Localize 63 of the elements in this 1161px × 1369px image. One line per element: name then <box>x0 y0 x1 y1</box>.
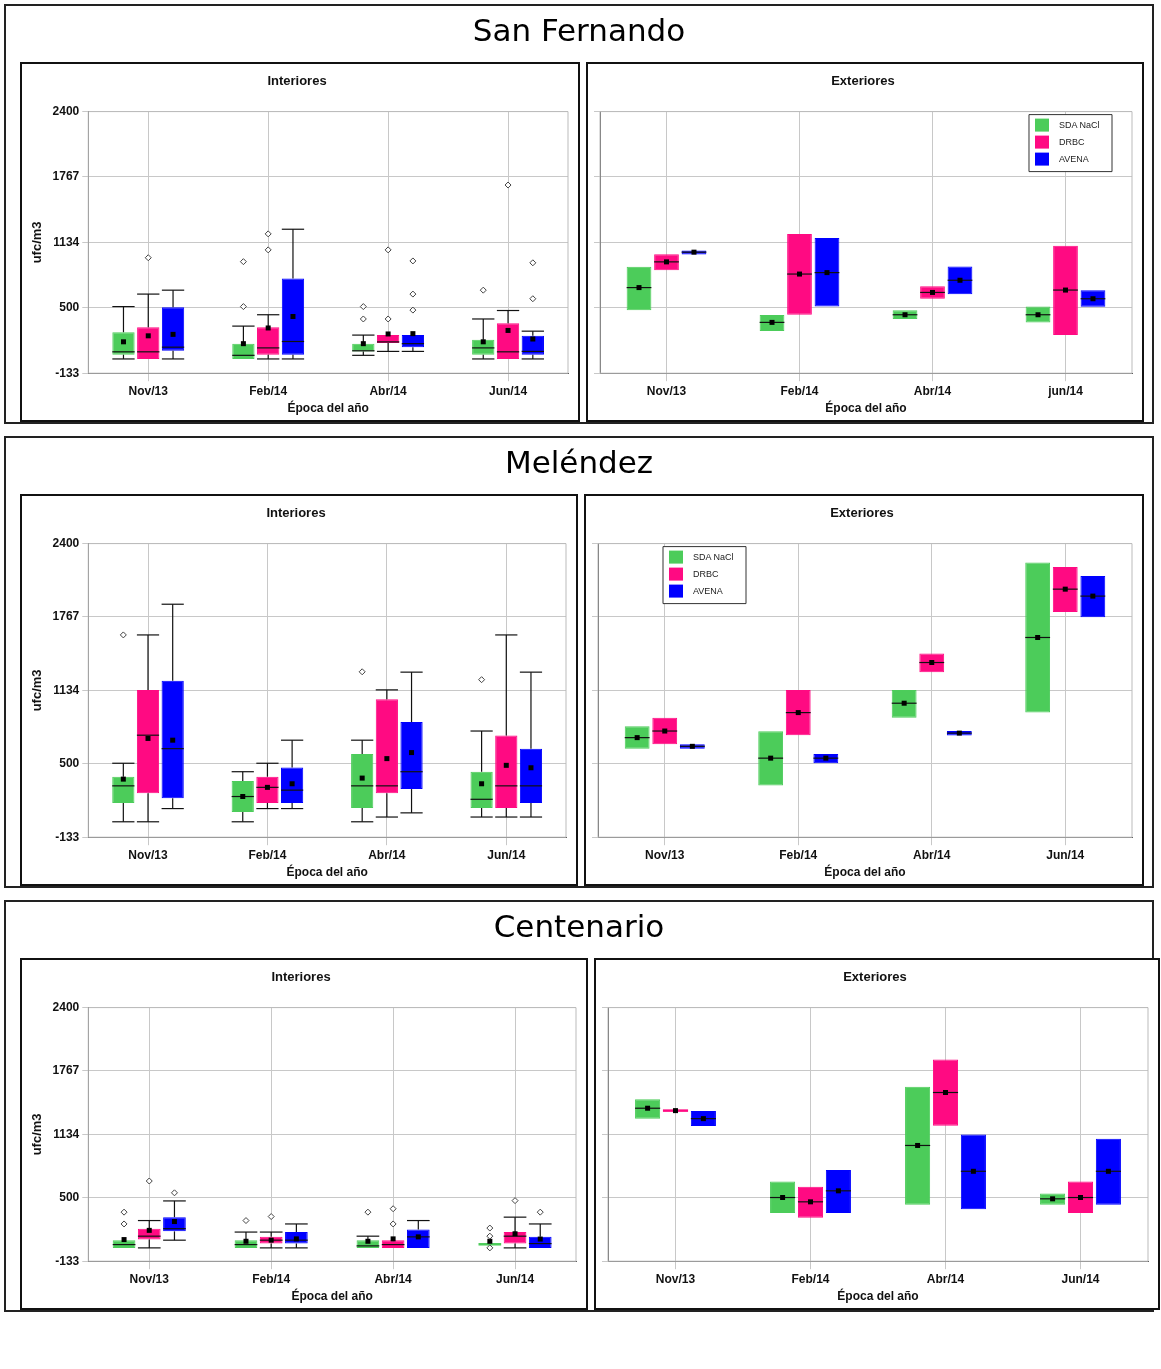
x-tick-label: Jun/14 <box>1046 847 1085 862</box>
legend-label: AVENA <box>1058 154 1089 165</box>
chart-title: Exteriores <box>843 969 907 985</box>
x-tick-label: Feb/14 <box>249 383 288 398</box>
y-tick-label: 1767 <box>52 169 80 184</box>
x-tick-label: Abr/14 <box>913 847 951 862</box>
y-tick-label: -133 <box>55 1253 80 1268</box>
y-axis-title: ufc/m3 <box>29 1113 45 1156</box>
legend-label: SDA NaCl <box>693 552 734 563</box>
x-tick-label: Feb/14 <box>252 1271 291 1286</box>
y-tick-label: 2400 <box>52 103 80 118</box>
x-tick-label: Nov/13 <box>646 383 687 398</box>
y-tick-label: 1134 <box>53 234 80 249</box>
y-tick-label: 1134 <box>53 682 80 697</box>
x-tick-label: Feb/14 <box>779 847 818 862</box>
y-tick-label: 1767 <box>52 1063 80 1078</box>
chart-title: Exteriores <box>831 73 895 89</box>
chart-title: Interiores <box>266 505 326 521</box>
y-tick-label: 2400 <box>52 535 80 550</box>
x-tick-label: Feb/14 <box>248 847 287 862</box>
x-axis-title: Época del año <box>824 864 906 880</box>
x-axis-title: Época del año <box>291 1288 373 1304</box>
x-tick-label: Abr/14 <box>926 1271 965 1286</box>
chart-title: Interiores <box>267 73 327 89</box>
x-axis-title: Época del año <box>286 864 368 880</box>
y-tick-label: -133 <box>55 829 80 844</box>
text: Centenario <box>493 907 665 946</box>
y-axis-title: ufc/m3 <box>29 669 45 712</box>
text: San Fernando <box>472 11 686 50</box>
y-tick-label: 500 <box>59 756 80 771</box>
x-tick-label: Nov/13 <box>129 1271 170 1286</box>
x-tick-label: Nov/13 <box>128 383 169 398</box>
x-tick-label: Abr/14 <box>374 1271 413 1286</box>
y-axis-title: ufc/m3 <box>29 221 45 264</box>
text: Meléndez <box>504 443 654 482</box>
legend-label: AVENA <box>693 586 723 597</box>
chart-title: Interiores <box>271 969 331 985</box>
x-axis-title: Época del año <box>825 400 907 416</box>
x-tick-label: Nov/13 <box>645 847 685 862</box>
x-axis-title: Época del año <box>837 1288 919 1304</box>
legend-label: DRBC <box>693 569 719 580</box>
y-tick-label: 500 <box>59 1190 80 1205</box>
x-tick-label: Feb/14 <box>791 1271 830 1286</box>
x-axis-title: Época del año <box>287 400 369 416</box>
x-tick-label: Jun/14 <box>496 1271 535 1286</box>
x-tick-label: Feb/14 <box>780 383 819 398</box>
chart-title: Exteriores <box>830 505 894 521</box>
legend-label: DRBC <box>1058 137 1085 148</box>
x-tick-label: Jun/14 <box>487 847 526 862</box>
x-tick-label: Abr/14 <box>368 847 406 862</box>
x-tick-label: jun/14 <box>1047 383 1084 398</box>
y-tick-label: 1134 <box>53 1126 80 1141</box>
x-tick-label: Abr/14 <box>369 383 408 398</box>
x-tick-label: Jun/14 <box>489 383 528 398</box>
x-tick-label: Nov/13 <box>128 847 169 862</box>
y-tick-label: 1767 <box>52 609 80 624</box>
y-tick-label: -133 <box>55 365 80 380</box>
x-tick-label: Nov/13 <box>655 1271 696 1286</box>
y-tick-label: 500 <box>59 300 80 315</box>
legend-label: SDA NaCl <box>1058 120 1100 131</box>
x-tick-label: Jun/14 <box>1061 1271 1100 1286</box>
y-tick-label: 2400 <box>52 999 80 1014</box>
x-tick-label: Abr/14 <box>913 383 952 398</box>
